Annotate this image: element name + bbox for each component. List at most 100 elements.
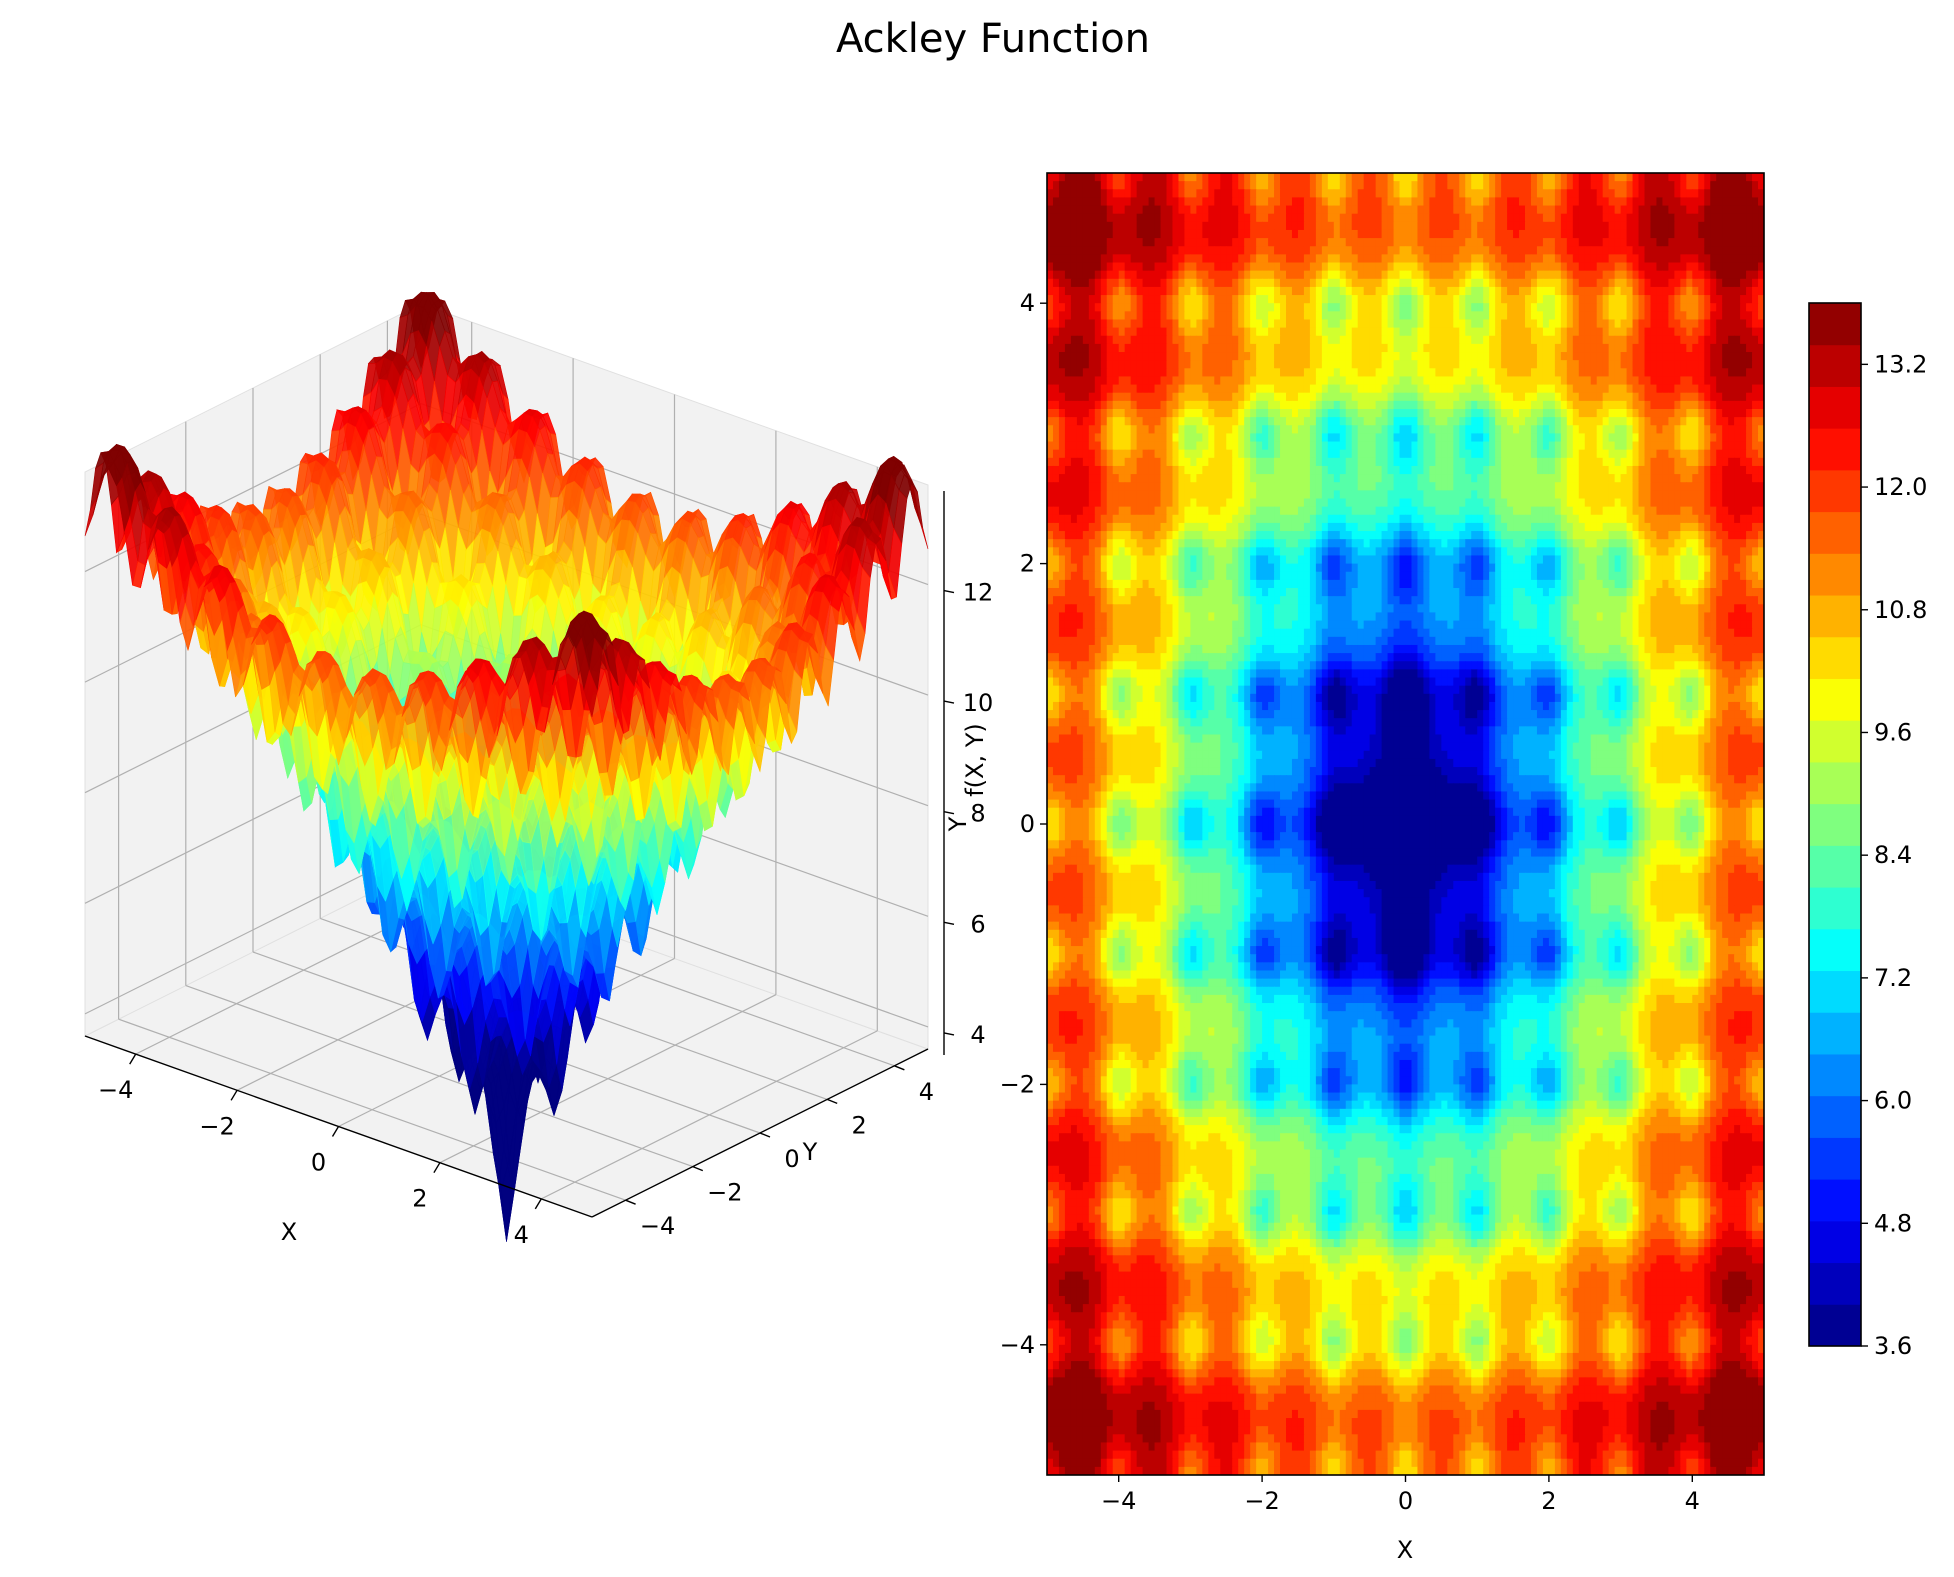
contour-cell: [1226, 221, 1233, 231]
contour-cell: [1746, 213, 1753, 223]
contour-cell: [1100, 181, 1108, 190]
surface-gridline: [185, 985, 694, 1168]
contour-cell: [1339, 213, 1347, 223]
contour-cell: [1076, 213, 1084, 223]
contour-cell: [1303, 181, 1311, 190]
contour-cell: [1052, 197, 1060, 207]
contour-cell: [1489, 189, 1496, 199]
contour-cell: [1680, 173, 1687, 182]
contour-cell: [1375, 189, 1383, 199]
contour-cell: [1668, 189, 1675, 199]
contour-cell: [1548, 181, 1556, 190]
contour-cell: [1399, 173, 1407, 182]
contour-cell: [1483, 181, 1490, 190]
contour-cell: [1596, 213, 1604, 223]
contour-cell: [1226, 181, 1233, 190]
contour-cell: [1435, 197, 1442, 207]
contour-cell: [1471, 205, 1478, 215]
contour-cell: [1052, 189, 1060, 199]
contour-cell: [1489, 173, 1496, 182]
contour-cell: [1256, 197, 1263, 207]
contour-cell: [1692, 173, 1699, 182]
contour-cell: [1530, 181, 1538, 190]
contour-cell: [1154, 221, 1162, 231]
contour-cell: [1333, 205, 1341, 215]
contour-cell: [1220, 213, 1227, 223]
contour-cell: [1423, 173, 1430, 182]
contour-cell: [1477, 221, 1484, 231]
contour-cell: [1375, 213, 1383, 223]
contour-cell: [1303, 221, 1311, 231]
contour-cell: [1566, 205, 1574, 215]
contour-cell: [1483, 197, 1490, 207]
contour-cell: [1369, 181, 1377, 190]
contour-cell: [1232, 197, 1239, 207]
contour-cell: [1363, 221, 1371, 231]
contour-cell: [1447, 197, 1454, 207]
contour-cell: [1351, 197, 1359, 207]
contour-cell: [1435, 221, 1442, 231]
contour-cell: [1286, 181, 1293, 190]
contour-cell: [1542, 189, 1550, 199]
contour-cell: [1758, 181, 1764, 190]
contour-cell: [1554, 205, 1562, 215]
contour-cell: [1297, 221, 1305, 231]
contour-cell: [1363, 173, 1371, 182]
contour-cell: [1644, 197, 1652, 207]
contour-cell: [1638, 205, 1646, 215]
contour-cell: [1274, 181, 1281, 190]
contour-cell: [1566, 181, 1574, 190]
contour-cell: [1178, 197, 1186, 207]
contour-cell: [1112, 173, 1120, 182]
contour-cell: [1327, 221, 1335, 231]
contour-cell: [1471, 197, 1478, 207]
contour-cell: [1447, 181, 1454, 190]
contour-cell: [1471, 181, 1478, 190]
contour-cell: [1513, 213, 1520, 223]
contour-cell: [1172, 173, 1180, 182]
contour-cell: [1429, 221, 1436, 231]
contour-cell: [1351, 189, 1359, 199]
contour-cell: [1626, 213, 1634, 223]
contour-cell: [1572, 173, 1580, 182]
contour-cell: [1268, 189, 1275, 199]
surface-y-tick: [692, 1165, 704, 1172]
contour-cell: [1351, 205, 1359, 215]
contour-cell: [1262, 181, 1269, 190]
contour-cell: [1381, 221, 1389, 231]
contour-cell: [1315, 213, 1323, 223]
contour-cell: [1124, 197, 1132, 207]
contour-cell: [1740, 213, 1747, 223]
contour-cell: [1047, 189, 1054, 199]
contour-cell: [1477, 197, 1484, 207]
contour-cell: [1280, 173, 1287, 182]
contour-cell: [1232, 189, 1239, 199]
contour-cell: [1501, 197, 1508, 207]
contour-cell: [1441, 197, 1448, 207]
contour-cell: [1280, 197, 1287, 207]
contour-cell: [1124, 173, 1132, 182]
contour-cell: [1244, 221, 1251, 231]
contour-cell: [1495, 221, 1502, 231]
contour-cell: [1578, 189, 1586, 199]
contour-cell: [1698, 197, 1705, 207]
contour-cell: [1405, 181, 1413, 190]
contour-cell: [1357, 221, 1365, 231]
contour-cell: [1608, 213, 1616, 223]
contour-cell: [1339, 197, 1347, 207]
contour-cell: [1393, 213, 1401, 223]
contour-cell: [1297, 181, 1305, 190]
contour-cell: [1740, 189, 1747, 199]
contour-cell: [1590, 189, 1598, 199]
contour-cell: [1052, 173, 1060, 182]
surface-z-tick-label: 12: [963, 579, 994, 607]
contour-cell: [1596, 181, 1604, 190]
contour-cell: [1393, 189, 1401, 199]
contour-cell: [1154, 189, 1162, 199]
contour-cell: [1459, 213, 1466, 223]
contour-cell: [1178, 213, 1186, 223]
contour-cell: [1232, 173, 1239, 182]
contour-cell: [1178, 173, 1186, 182]
contour-cell: [1130, 197, 1138, 207]
contour-cell: [1656, 197, 1664, 207]
